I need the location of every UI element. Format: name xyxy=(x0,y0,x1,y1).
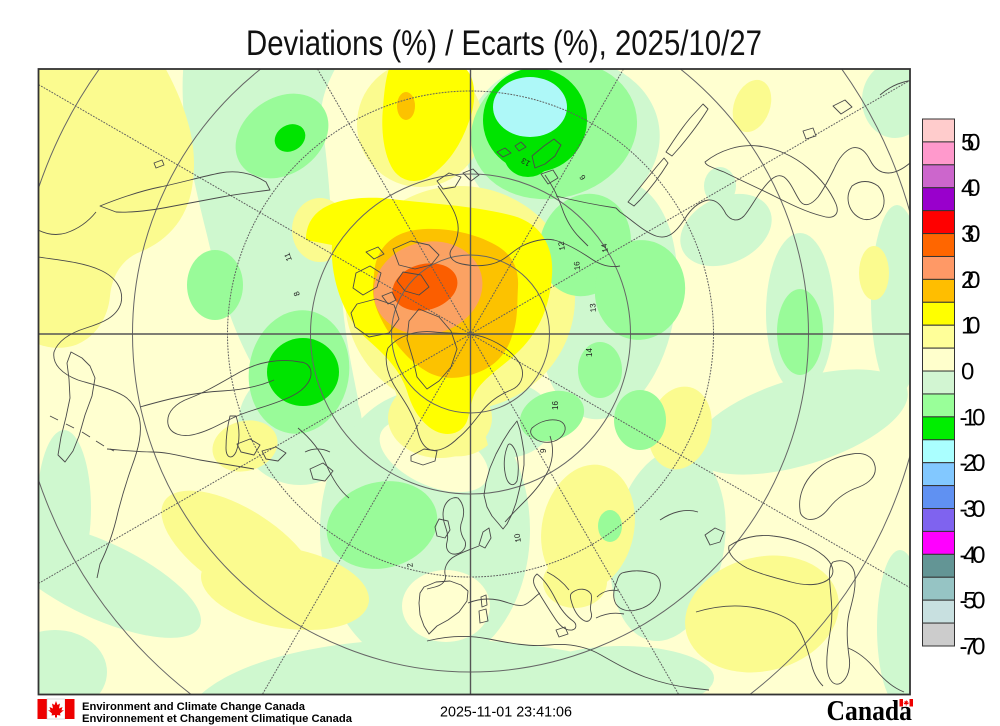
svg-text:11: 11 xyxy=(282,251,293,262)
svg-text:Environnement et Changement Cl: Environnement et Changement Climatique C… xyxy=(82,713,353,725)
svg-text:-10: -10 xyxy=(960,404,986,431)
svg-text:20: 20 xyxy=(961,267,981,294)
svg-text:8: 8 xyxy=(292,290,302,298)
svg-text:14: 14 xyxy=(599,242,610,253)
svg-text:12: 12 xyxy=(556,240,567,251)
svg-text:-70: -70 xyxy=(960,633,986,660)
svg-text:2025-11-01 23:41:06: 2025-11-01 23:41:06 xyxy=(440,705,572,721)
svg-text:16: 16 xyxy=(572,260,582,270)
svg-text:14: 14 xyxy=(585,348,594,357)
svg-text:Deviations (%) / Ecarts (%), 2: Deviations (%) / Ecarts (%), 2025/10/27 xyxy=(246,24,762,63)
svg-text:2: 2 xyxy=(405,562,415,568)
svg-text:-30: -30 xyxy=(960,496,986,523)
svg-text:30: 30 xyxy=(961,221,981,248)
svg-text:-40: -40 xyxy=(960,542,986,569)
svg-text:40: 40 xyxy=(961,175,981,202)
svg-text:10: 10 xyxy=(961,313,981,340)
svg-text:Canada: Canada xyxy=(827,696,913,726)
svg-text:-50: -50 xyxy=(960,588,986,615)
svg-text:16: 16 xyxy=(551,401,560,410)
svg-text:0: 0 xyxy=(961,359,974,386)
svg-text:6: 6 xyxy=(577,173,587,182)
svg-text:-20: -20 xyxy=(960,450,986,477)
svg-text:13: 13 xyxy=(588,302,598,312)
svg-text:9: 9 xyxy=(539,448,548,453)
svg-text:10: 10 xyxy=(512,532,523,543)
svg-text:50: 50 xyxy=(961,129,981,156)
svg-text:Environment and Climate Change: Environment and Climate Change Canada xyxy=(82,701,306,713)
